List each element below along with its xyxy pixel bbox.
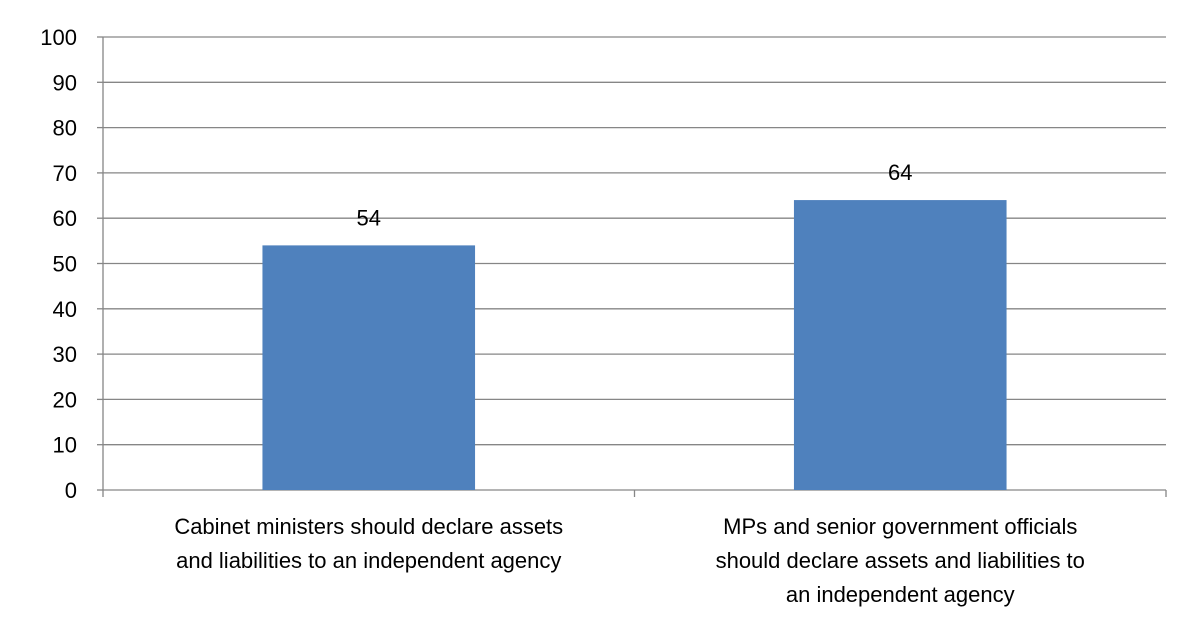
y-tick-label: 20 <box>53 387 77 412</box>
y-tick-label: 90 <box>53 70 77 95</box>
y-tick-label: 70 <box>53 161 77 186</box>
data-label-1: 54 <box>357 205 381 230</box>
bar-2 <box>793 200 1007 490</box>
x-category-label-1: Cabinet ministers should declare assets a… <box>174 514 563 573</box>
y-tick-label: 30 <box>53 342 77 367</box>
y-tick-label: 100 <box>40 25 77 50</box>
labels: 0 10 20 30 40 50 60 70 80 90 100 54 Cabinet minister… <box>40 25 1085 607</box>
bars <box>262 200 1007 490</box>
y-tick-label: 50 <box>53 252 77 277</box>
y-tick-label: 0 <box>65 478 77 503</box>
data-label-2: 64 <box>888 160 912 185</box>
x-category-label-line: should declare assets and liabilities to <box>716 548 1085 573</box>
x-category-label-2: MPs and senior government officials shoul… <box>716 514 1085 607</box>
y-tick-label: 10 <box>53 433 77 458</box>
x-category-label-line: Cabinet ministers should declare assets <box>174 514 563 539</box>
y-tick-label: 40 <box>53 297 77 322</box>
y-tick-label: 60 <box>53 206 77 231</box>
x-category-label-line: an independent agency <box>786 582 1015 607</box>
x-category-label-line: and liabilities to an independent agency <box>176 548 561 573</box>
y-tick-label: 80 <box>53 116 77 141</box>
bar-1 <box>262 245 476 490</box>
x-category-label-line: MPs and senior government officials <box>723 514 1077 539</box>
